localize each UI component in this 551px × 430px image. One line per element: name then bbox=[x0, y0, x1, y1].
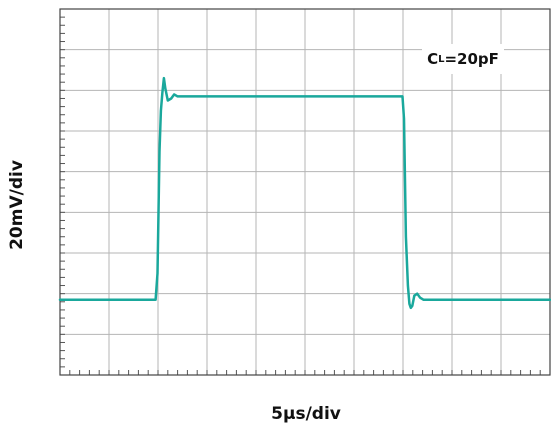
x-axis-label: 5µs/div bbox=[271, 404, 341, 424]
minor-ticks bbox=[59, 8, 551, 376]
load-capacitance-label: C L =20pF bbox=[422, 44, 504, 74]
cap-value: =20pF bbox=[444, 50, 499, 68]
y-axis-label: 20mV/div bbox=[7, 160, 27, 250]
signal-trace bbox=[58, 76, 551, 310]
cap-subscript: L bbox=[438, 53, 445, 65]
cap-symbol: C bbox=[427, 50, 439, 68]
plot-frame bbox=[59, 8, 551, 376]
grid bbox=[60, 9, 550, 375]
